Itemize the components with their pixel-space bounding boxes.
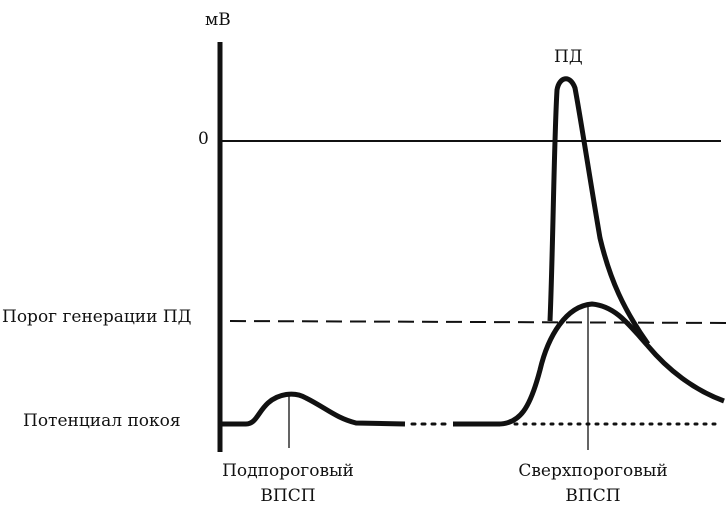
subthreshold-caption-line1: Подпороговый xyxy=(222,461,354,481)
suprathreshold-caption-line2: ВПСП xyxy=(565,486,621,506)
threshold-line xyxy=(229,320,727,324)
suprathreshold-caption-line1: Сверхпороговый xyxy=(518,461,668,481)
action-potential-spike xyxy=(547,76,651,346)
suprathreshold-caption: Сверхпороговый ВПСП xyxy=(498,459,688,509)
zero-label: 0 xyxy=(198,129,209,149)
y-axis-unit-label: мВ xyxy=(205,10,231,30)
action-potential-label: ПД xyxy=(554,47,583,67)
subthreshold-caption-line2: ВПСП xyxy=(260,486,316,506)
subthreshold-caption: Подпороговый ВПСП xyxy=(208,459,368,509)
threshold-label: Порог генерации ПД xyxy=(2,307,192,327)
subthreshold-epsp-curve xyxy=(220,391,406,427)
suprathreshold-epsp-curve xyxy=(497,301,725,427)
resting-potential-label: Потенциал покоя xyxy=(23,411,181,431)
